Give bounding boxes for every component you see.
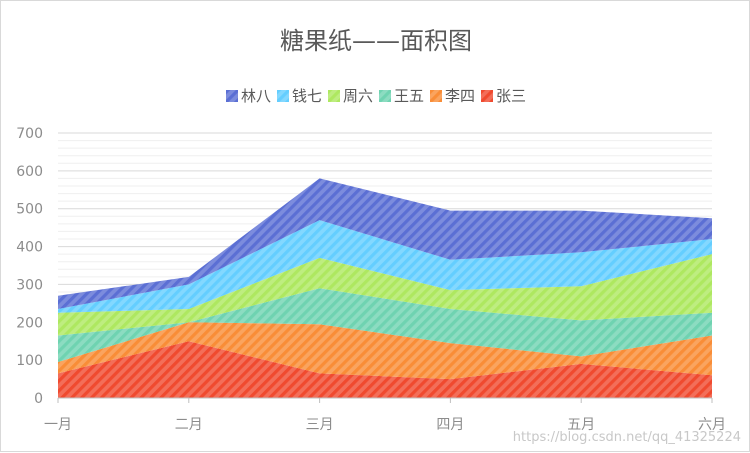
x-tick-label: 四月 (436, 417, 464, 433)
legend-label: 张三 (496, 87, 527, 105)
legend-swatch (481, 90, 494, 102)
y-tick-label: 400 (16, 240, 43, 256)
x-tick-label: 二月 (175, 417, 203, 433)
x-tick-label: 一月 (44, 417, 72, 433)
legend-item-李四[interactable]: 李四 (430, 85, 475, 106)
legend-label: 王五 (394, 87, 425, 105)
x-tick-label: 六月 (698, 417, 726, 433)
axes: 0 100 200 300 400 500 600 700 一月 二月 三月 四月 五月 六月 (16, 126, 726, 433)
y-tick-label: 100 (16, 353, 43, 369)
area-series-林八[interactable] (58, 178, 712, 309)
area-series-周六[interactable] (58, 254, 712, 336)
area-series-王五[interactable] (58, 288, 712, 362)
legend-item-林八[interactable]: 林八 (225, 85, 271, 106)
y-tick-label: 700 (16, 126, 43, 142)
watermark: https://blog.csdn.net/qq_41325224 (512, 430, 741, 445)
legend-item-张三[interactable]: 张三 (481, 85, 526, 106)
legend-swatch (327, 90, 340, 102)
legend-item-王五[interactable]: 王五 (379, 85, 424, 106)
legend-swatch (430, 90, 443, 102)
legend-swatch (225, 90, 238, 102)
y-tick-label: 500 (16, 202, 43, 218)
legend-item-钱七[interactable]: 钱七 (276, 85, 322, 106)
area-series (58, 178, 712, 398)
y-tick-label: 200 (16, 315, 43, 331)
legend-item-周六[interactable]: 周六 (327, 85, 373, 106)
area-series-钱七[interactable] (58, 220, 712, 313)
y-tick-label: 600 (16, 164, 43, 180)
area-series-李四[interactable] (58, 322, 712, 380)
x-tick-label: 五月 (567, 417, 595, 433)
legend-label: 钱七 (291, 87, 322, 105)
legend-swatch (276, 90, 289, 102)
x-tick-label: 三月 (306, 417, 334, 433)
legend: 林八 钱七 周六 王五 李四 张三 (1, 85, 750, 106)
legend-label: 周六 (342, 87, 373, 105)
legend-swatch (379, 90, 391, 102)
y-tick-label: 0 (34, 391, 43, 407)
area-series-张三[interactable] (58, 341, 712, 398)
chart-title: 糖果纸——面积图 (280, 27, 472, 55)
legend-label: 林八 (240, 87, 271, 105)
legend-label: 李四 (445, 87, 476, 105)
y-tick-label: 300 (16, 277, 43, 293)
